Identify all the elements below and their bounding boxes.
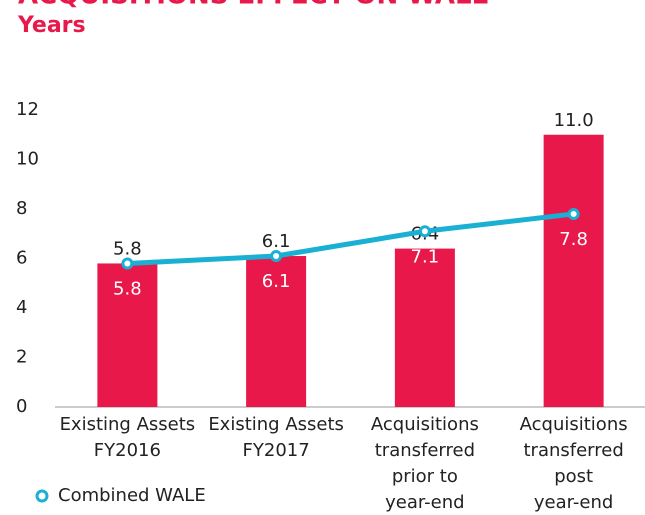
x-tick-label: FY2016 xyxy=(94,440,161,461)
line-point xyxy=(121,257,134,270)
bar xyxy=(543,134,604,407)
y-tick-label: 4 xyxy=(16,297,27,318)
x-tick-label: prior to xyxy=(392,466,458,487)
bar xyxy=(394,248,455,407)
y-tick-label: 10 xyxy=(16,149,39,170)
y-tick-label: 0 xyxy=(16,396,27,417)
x-tick-label: Existing Assets xyxy=(208,414,344,435)
bar-value-label: 5.8 xyxy=(113,238,142,259)
x-tick-label: year-end xyxy=(534,492,613,513)
legend-marker xyxy=(35,489,49,503)
x-tick-label: transferred xyxy=(523,440,623,461)
line xyxy=(127,211,574,266)
chart-title: ACQUISITIONS EFFECT ON WALE xyxy=(18,0,489,11)
bar xyxy=(97,263,158,407)
x-tick-label: year-end xyxy=(385,492,464,513)
line-value-label: 7.1 xyxy=(411,246,440,267)
line-point xyxy=(567,207,580,220)
x-tick-label: transferred xyxy=(375,440,475,461)
bar xyxy=(246,256,307,407)
line-point xyxy=(418,225,431,238)
bar-value-label: 11.0 xyxy=(554,110,594,131)
y-tick-label: 12 xyxy=(16,99,39,120)
line-value-label: 6.1 xyxy=(262,271,291,292)
chart-subtitle: Years xyxy=(17,13,86,38)
x-tick-label: post xyxy=(554,466,593,487)
x-tick-label: Existing Assets xyxy=(60,414,196,435)
y-tick-label: 6 xyxy=(16,248,27,269)
line-value-label: 5.8 xyxy=(113,278,142,299)
legend-label: Combined WALE xyxy=(58,485,206,506)
y-tick-label: 2 xyxy=(16,347,27,368)
x-tick-label: Acquisitions xyxy=(371,414,479,435)
x-tick-label: FY2017 xyxy=(243,440,310,461)
y-tick-label: 8 xyxy=(16,198,27,219)
line-point xyxy=(270,250,283,263)
line-value-label: 7.8 xyxy=(559,229,588,250)
x-tick-label: Acquisitions xyxy=(520,414,628,435)
bar-value-label: 6.1 xyxy=(262,231,291,252)
